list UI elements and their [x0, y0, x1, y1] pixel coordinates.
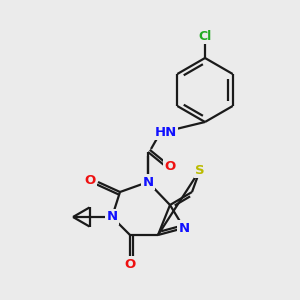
Text: O: O	[164, 160, 175, 172]
Text: Cl: Cl	[198, 29, 212, 43]
Text: S: S	[195, 164, 205, 176]
Text: N: N	[142, 176, 154, 188]
Text: O: O	[124, 257, 136, 271]
Text: N: N	[106, 211, 118, 224]
Text: O: O	[84, 173, 96, 187]
Text: N: N	[178, 221, 190, 235]
Text: HN: HN	[155, 125, 177, 139]
